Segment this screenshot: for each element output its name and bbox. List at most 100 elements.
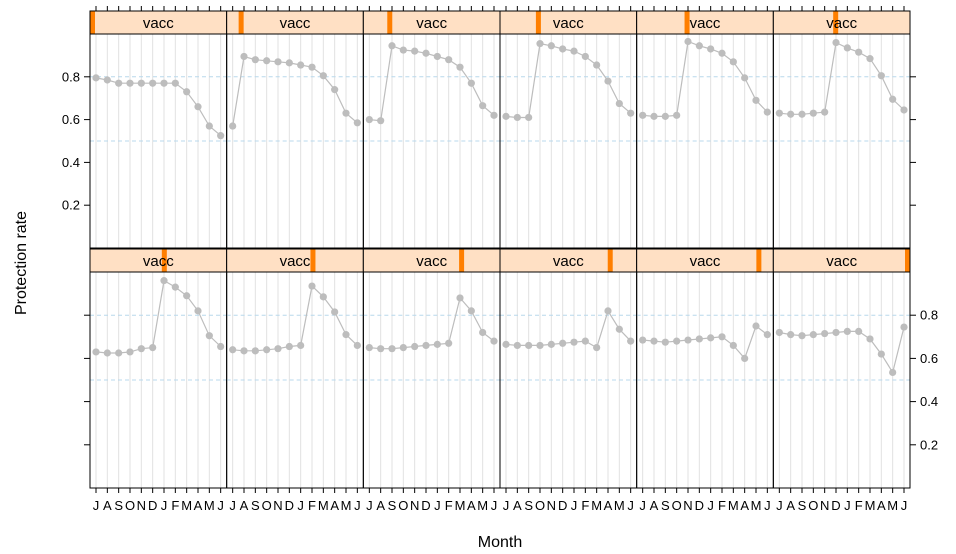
strip-label: vacc	[416, 253, 447, 270]
panel-border	[362, 33, 501, 249]
data-point	[103, 76, 111, 84]
data-point	[695, 335, 703, 343]
data-point	[707, 334, 715, 342]
data-point	[490, 337, 498, 345]
data-point	[285, 342, 293, 351]
panels-layer: vacc vacc vacc vacc vacc vacc vacc vacc vacc vacc…	[89, 10, 911, 489]
series-line	[232, 284, 358, 352]
x-tick-label: N	[820, 498, 829, 513]
panel-border	[772, 33, 911, 249]
strip-label: vacc	[553, 253, 584, 270]
panel-10: vacc	[499, 248, 638, 489]
data-point	[877, 350, 885, 358]
strip-background	[363, 249, 500, 272]
strip-label: vacc	[553, 15, 584, 32]
data-point	[297, 61, 305, 69]
panel-border	[499, 271, 638, 489]
data-point	[217, 342, 225, 351]
data-point	[490, 111, 498, 119]
x-tick-label: A	[604, 498, 613, 513]
x-tick-label: S	[798, 498, 807, 513]
strip-background	[226, 11, 364, 34]
data-point	[319, 72, 327, 80]
data-point	[513, 113, 521, 122]
data-point	[388, 42, 396, 50]
x-tick-label: N	[683, 498, 692, 513]
x-tick-label: A	[240, 498, 249, 513]
series-line	[95, 279, 222, 354]
data-point	[752, 322, 760, 330]
data-point	[263, 346, 271, 354]
data-point	[843, 44, 851, 52]
x-tick-label: M	[591, 498, 602, 513]
data-point	[661, 112, 669, 120]
data-point	[92, 348, 100, 356]
data-point	[365, 344, 373, 352]
data-point	[399, 344, 407, 352]
data-point	[103, 349, 111, 357]
data-point	[160, 79, 168, 87]
data-point	[308, 282, 316, 290]
x-tick-label: S	[661, 498, 670, 513]
strip-label: vacc	[143, 15, 174, 32]
x-tick-label: O	[262, 498, 272, 513]
x-tick-label: D	[285, 498, 294, 513]
x-tick-label: F	[308, 498, 316, 513]
x-tick-label: J	[776, 498, 783, 513]
data-point	[832, 38, 840, 47]
data-point	[171, 283, 179, 291]
data-point	[673, 337, 681, 345]
data-point	[650, 337, 658, 345]
x-tick-label: D	[558, 498, 567, 513]
x-tick-label: M	[341, 498, 352, 513]
data-point	[240, 347, 248, 355]
data-point	[251, 56, 259, 64]
data-point	[615, 325, 623, 333]
data-point	[639, 336, 647, 344]
panel-8: vacc	[226, 248, 364, 489]
strip-marker	[607, 249, 613, 272]
data-point	[684, 336, 692, 344]
x-tick-label: M	[887, 498, 898, 513]
x-tick-label: S	[114, 498, 123, 513]
axes-layer: 0.20.40.60.80.20.40.60.8J A S O N D J F M A M J J A S O…	[62, 6, 938, 513]
x-tick-label: M	[318, 498, 329, 513]
series-line	[505, 309, 632, 349]
data-point	[593, 344, 601, 352]
data-point	[581, 52, 589, 61]
data-point	[525, 341, 533, 350]
data-point	[513, 341, 521, 350]
data-point	[297, 341, 305, 350]
data-point	[411, 342, 419, 351]
panel-2: vacc	[226, 10, 364, 249]
data-point	[171, 79, 179, 87]
panel-5: vacc	[636, 10, 774, 249]
panel-7: vacc	[89, 248, 228, 489]
strip-background	[90, 11, 227, 34]
data-point	[798, 110, 806, 118]
x-tick-label: S	[251, 498, 260, 513]
panel-border	[89, 271, 228, 489]
series-line	[779, 41, 905, 115]
data-point	[115, 79, 123, 87]
data-point	[467, 307, 475, 315]
data-point	[707, 45, 715, 53]
data-point	[729, 341, 737, 350]
strip-marker	[387, 11, 393, 34]
data-point	[821, 329, 829, 338]
data-point	[194, 307, 202, 315]
strip-marker	[833, 11, 839, 34]
data-point	[205, 332, 213, 340]
y-tick-label: 0.4	[920, 394, 938, 409]
x-tick-label: J	[434, 498, 441, 513]
data-point	[502, 340, 510, 348]
panel-3: vacc	[362, 10, 501, 249]
x-tick-label: J	[354, 498, 361, 513]
x-tick-label: J	[93, 498, 100, 513]
x-tick-label: J	[844, 498, 851, 513]
data-point	[251, 347, 259, 355]
data-point	[843, 327, 851, 335]
data-point	[137, 79, 145, 87]
strip-marker	[310, 249, 316, 272]
panel-border	[226, 33, 364, 249]
